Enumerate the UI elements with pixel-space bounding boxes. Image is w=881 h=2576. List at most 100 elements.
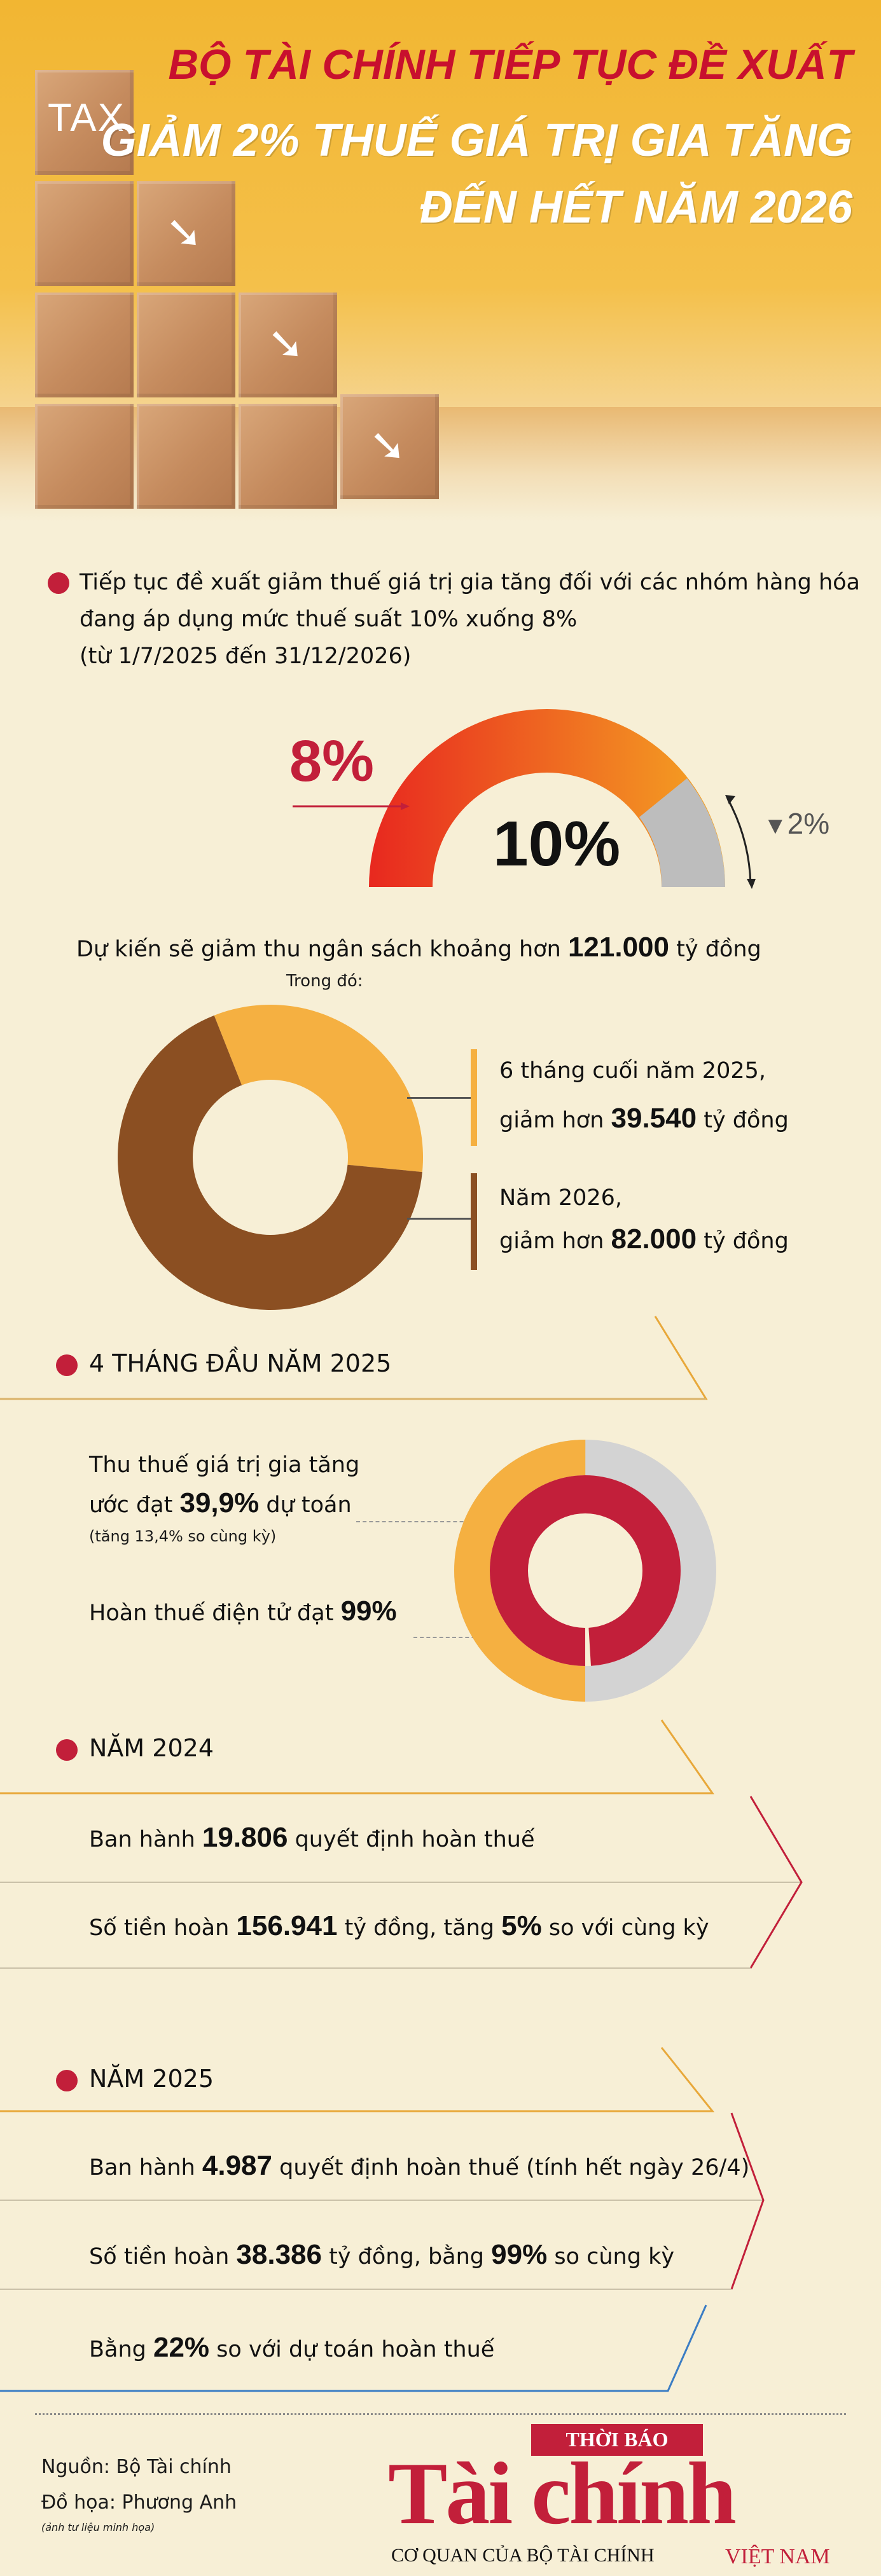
- ratio-double-donut: [454, 1440, 716, 1702]
- refund-value: 99%: [340, 1595, 397, 1627]
- 2024-row1: Ban hành 19.806 quyết định hoàn thuế: [89, 1822, 535, 1855]
- logo-banner: [531, 2424, 703, 2456]
- row1-value: 19.806: [202, 1822, 288, 1853]
- logo-top: THỜI BÁO: [565, 2428, 669, 2451]
- item2-line1: Năm 2026,: [499, 1185, 623, 1211]
- budget-sub-label: Trong đó:: [286, 972, 363, 991]
- tax-block: TAX: [35, 70, 134, 175]
- logo-main: Tài chính: [388, 2444, 737, 2543]
- item1-suffix: tỷ đồng: [697, 1108, 789, 1133]
- wood-block: [35, 293, 134, 397]
- row1-prefix: Ban hành: [89, 2155, 202, 2180]
- photo-note: (ảnh tư liệu minh họa): [41, 2521, 155, 2533]
- gauge-label-diff-wrap: ▼2%: [763, 806, 829, 841]
- arrow-head-icon: [725, 795, 735, 804]
- budget-value: 121.000: [567, 932, 670, 963]
- section-heading-4months: 4 THÁNG ĐẦU NĂM 2025: [89, 1349, 392, 1377]
- item2-prefix: giảm hơn: [499, 1229, 611, 1254]
- dashed-connector: [356, 1521, 522, 1522]
- gauge-label-old: 10%: [493, 808, 621, 879]
- arrow-down-right-icon: ➘: [369, 419, 406, 471]
- row2-value2: 5%: [501, 1910, 542, 1941]
- row2-value: 156.941: [236, 1910, 338, 1941]
- vat-suffix: dự toán: [259, 1492, 352, 1518]
- vat-line2: ước đạt 39,9% dự toán: [89, 1488, 352, 1520]
- vat-value: 39,9%: [179, 1487, 260, 1519]
- legend-bar-2026: [471, 1173, 477, 1270]
- row2-suffix: so với cùng kỳ: [541, 1915, 709, 1941]
- ratio-hole: [529, 1515, 641, 1627]
- section-band-2025: [0, 2047, 765, 2392]
- item1-value: 39.540: [611, 1103, 697, 1134]
- tax-label: TAX: [48, 96, 125, 140]
- bullet-dot: [56, 1354, 78, 1376]
- wood-block: [137, 404, 235, 509]
- bullet-dot: [48, 572, 69, 594]
- 2024-row2: Số tiền hoàn 156.941 tỷ đồng, tăng 5% so…: [89, 1911, 709, 1943]
- section-heading-2024: NĂM 2024: [89, 1734, 214, 1762]
- title-line-1: BỘ TÀI CHÍNH TIẾP TỤC ĐỀ XUẤT: [168, 41, 852, 88]
- wood-block: [137, 293, 235, 397]
- row2-value2: 99%: [491, 2239, 548, 2270]
- pointer-arrow-icon: [401, 802, 410, 810]
- item2-value: 82.000: [611, 1223, 697, 1255]
- row2-mid: tỷ đồng, tăng: [337, 1915, 502, 1941]
- row2-suffix: so cùng kỳ: [547, 2244, 675, 2269]
- bullet-dot: [56, 2070, 78, 2091]
- title-line-3: ĐẾN HẾT NĂM 2026: [419, 182, 852, 233]
- wood-block: [35, 181, 134, 286]
- row3-suffix: so với dự toán hoàn thuế: [209, 2337, 495, 2362]
- section-band-2024: [0, 1719, 803, 1969]
- budget-suffix: tỷ đồng: [669, 937, 761, 962]
- budget-prefix: Dự kiến sẽ giảm thu ngân sách khoảng hơn: [76, 937, 568, 962]
- row2-mid: tỷ đồng, bằng: [321, 2244, 492, 2269]
- row1-suffix: quyết định hoàn thuế: [288, 1827, 535, 1852]
- row1-value: 4.987: [202, 2150, 272, 2181]
- source-line: Nguồn: Bộ Tài chính: [41, 2456, 232, 2478]
- logo: THỜI BÁO Tài chính CƠ QUAN CỦA BỘ TÀI CH…: [388, 2424, 846, 2570]
- gauge-label-diff: 2%: [787, 807, 830, 840]
- intro-line-2: đang áp dụng mức thuế suất 10% xuống 8%: [80, 607, 578, 632]
- item1-prefix: giảm hơn: [499, 1108, 611, 1133]
- 2025-row1: Ban hành 4.987 quyết định hoàn thuế (tín…: [89, 2151, 749, 2183]
- row3-prefix: Bằng: [89, 2337, 153, 2362]
- logo-sub: CƠ QUAN CỦA BỘ TÀI CHÍNH: [391, 2545, 655, 2566]
- refund-prefix: Hoàn thuế điện tử đạt: [89, 1601, 341, 1626]
- arrow-down-right-icon: ➘: [165, 206, 203, 258]
- legend-bar-2025: [471, 1049, 477, 1146]
- arrow-block: ➘: [137, 181, 235, 286]
- gauge-bracket: [728, 801, 752, 885]
- section-heading-2025: NĂM 2025: [89, 2065, 214, 2093]
- budget-line: Dự kiến sẽ giảm thu ngân sách khoảng hơn…: [76, 932, 761, 965]
- bullet-dot: [56, 1739, 78, 1761]
- triangle-down-icon: ▼: [763, 813, 787, 839]
- title-line-2: GIẢM 2% THUẾ GIÁ TRỊ GIA TĂNG: [101, 115, 852, 166]
- vat-rate-gauge: [293, 709, 756, 889]
- refund-line: Hoàn thuế điện tử đạt 99%: [89, 1596, 397, 1629]
- row2-prefix: Số tiền hoàn: [89, 1915, 237, 1941]
- gauge-arc-grey: [639, 778, 725, 887]
- item1-line2: giảm hơn 39.540 tỷ đồng: [499, 1103, 789, 1136]
- section-band-4months: [0, 1316, 708, 1400]
- intro-line-1: Tiếp tục đề xuất giảm thuế giá trị gia t…: [80, 570, 860, 595]
- vat-note: (tăng 13,4% so cùng kỳ): [89, 1527, 277, 1545]
- arrow-block: ➘: [340, 394, 439, 499]
- footer-divider: [35, 2413, 846, 2415]
- gauge-arc-8: [369, 709, 725, 887]
- connector-line: [407, 1218, 471, 1220]
- refund-ring-fill: [490, 1475, 681, 1666]
- header-banner: TAX ➘ ➘ ➘ BỘ TÀI CHÍNH TIẾP TỤC ĐỀ XUẤT …: [0, 0, 881, 521]
- row1-suffix: quyết định hoàn thuế (tính hết ngày 26/4…: [272, 2155, 750, 2180]
- logo-right: VIỆT NAM: [725, 2545, 830, 2568]
- design-line: Đồ họa: Phương Anh: [41, 2491, 237, 2514]
- row2-value: 38.386: [236, 2239, 322, 2270]
- wood-block: [35, 404, 134, 509]
- arrow-down-right-icon: ➘: [267, 317, 305, 369]
- 2025-row3: Bằng 22% so với dự toán hoàn thuế: [89, 2332, 494, 2365]
- vat-line1: Thu thuế giá trị gia tăng: [89, 1452, 360, 1478]
- row1-prefix: Ban hành: [89, 1827, 202, 1852]
- vat-ring-fill: [454, 1440, 716, 1702]
- gauge-label-new: 8%: [289, 729, 374, 794]
- connector-line: [407, 1097, 471, 1099]
- item1-line1: 6 tháng cuối năm 2025,: [499, 1058, 767, 1084]
